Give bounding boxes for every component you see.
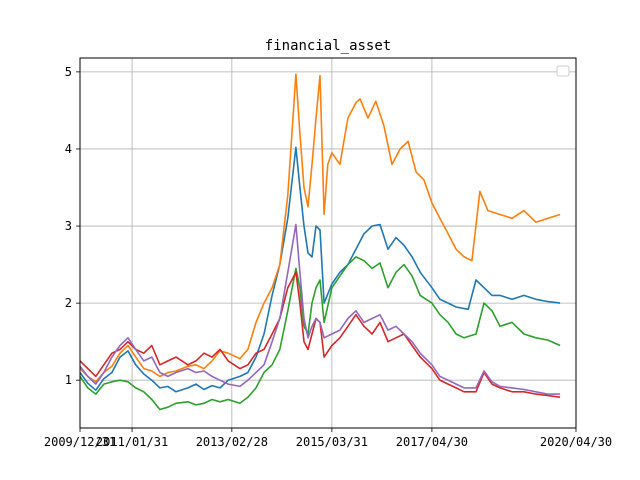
x-tick-label: 2017/04/30 [396,435,468,449]
series-line-1 [79,146,561,393]
plot-frame [79,57,577,429]
x-tick-label: 2020/04/30 [540,435,612,449]
x-tick-label: 2013/02/28 [196,435,268,449]
y-tick-label: 2 [65,296,72,310]
legend-box [556,65,570,77]
grid-lines [79,58,577,428]
y-axis: 1 2 3 4 5 [65,65,80,387]
x-tick-label: 2011/01/31 [96,435,168,449]
series-layer [79,73,561,411]
chart-title: financial_asset [265,38,391,54]
y-tick-label: 1 [65,373,72,387]
y-tick-label: 3 [65,219,72,233]
series-line-4 [79,271,561,398]
series-line-2 [79,73,561,383]
x-tick-label: 2015/03/31 [296,435,368,449]
x-tick-label: 2009/12/31 [44,435,116,449]
series-line-5 [79,223,561,395]
y-tick-label: 4 [65,142,72,156]
series-line-3 [79,256,561,411]
y-tick-label: 5 [65,65,72,79]
